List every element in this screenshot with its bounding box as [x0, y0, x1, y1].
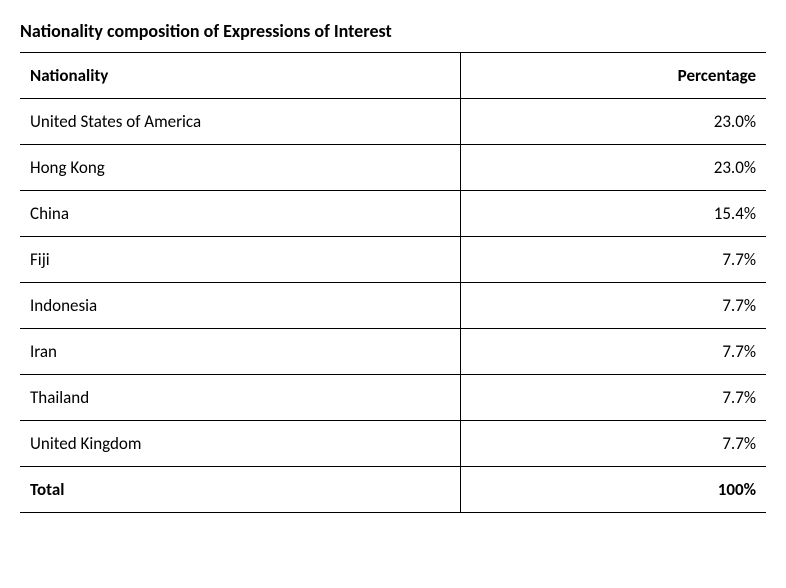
cell-nationality: Indonesia [20, 283, 460, 329]
cell-nationality: China [20, 191, 460, 237]
total-percentage: 100% [460, 467, 766, 513]
header-percentage: Percentage [460, 53, 766, 99]
cell-nationality: Hong Kong [20, 145, 460, 191]
header-row: Nationality Percentage [20, 53, 766, 99]
cell-percentage: 7.7% [460, 237, 766, 283]
cell-percentage: 7.7% [460, 329, 766, 375]
nationality-table: Nationality Percentage United States of … [20, 52, 766, 513]
table-row: Indonesia 7.7% [20, 283, 766, 329]
total-row: Total 100% [20, 467, 766, 513]
cell-percentage: 23.0% [460, 99, 766, 145]
cell-percentage: 7.7% [460, 375, 766, 421]
cell-nationality: Iran [20, 329, 460, 375]
cell-nationality: Fiji [20, 237, 460, 283]
header-nationality: Nationality [20, 53, 460, 99]
table-row: Thailand 7.7% [20, 375, 766, 421]
cell-percentage: 7.7% [460, 283, 766, 329]
cell-percentage: 7.7% [460, 421, 766, 467]
cell-percentage: 15.4% [460, 191, 766, 237]
total-label: Total [20, 467, 460, 513]
table-row: Hong Kong 23.0% [20, 145, 766, 191]
table-row: Iran 7.7% [20, 329, 766, 375]
cell-nationality: Thailand [20, 375, 460, 421]
table-row: China 15.4% [20, 191, 766, 237]
cell-nationality: United States of America [20, 99, 460, 145]
cell-nationality: United Kingdom [20, 421, 460, 467]
table-title: Nationality composition of Expressions o… [20, 20, 766, 42]
cell-percentage: 23.0% [460, 145, 766, 191]
table-row: United States of America 23.0% [20, 99, 766, 145]
table-row: United Kingdom 7.7% [20, 421, 766, 467]
table-row: Fiji 7.7% [20, 237, 766, 283]
